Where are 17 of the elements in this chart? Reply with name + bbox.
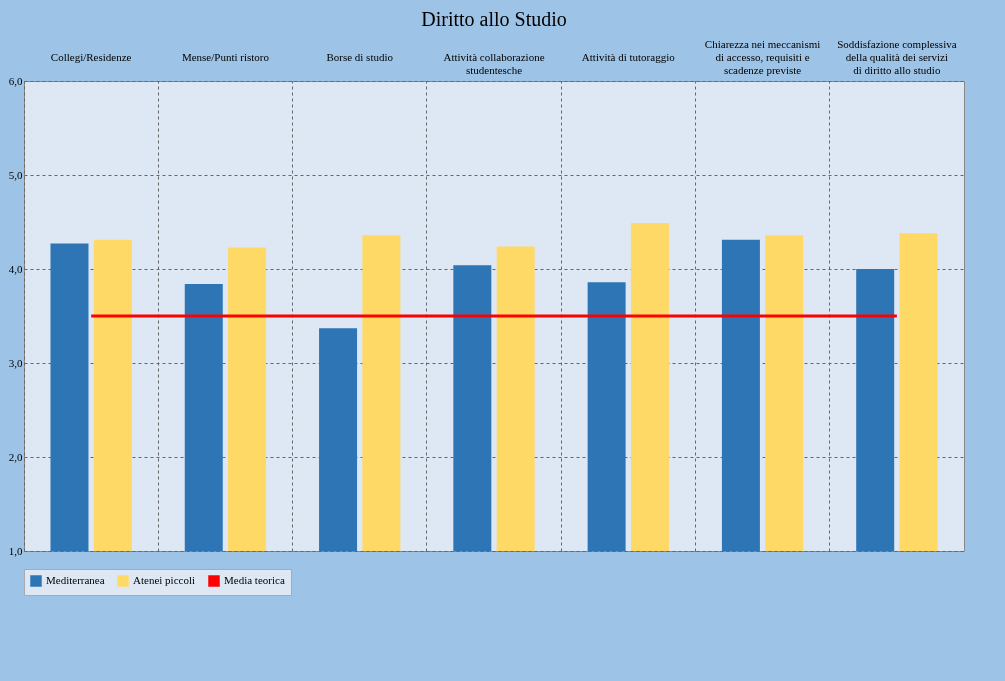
x-tick-label: Borse di studio [326,50,394,63]
x-tick-label: Attività collaborazione studentesche [443,50,545,76]
chart-title: Diritto allo Studio [421,8,567,30]
x-tick-label: Collegi/Residenze [50,50,132,63]
y-tick-label: 3,0 [8,356,23,369]
x-tick-label: Soddisfazione complessiva della qualità dei servizi di diritto allo studio [837,37,957,76]
y-tick-label: 4,0 [8,262,23,275]
y-tick-label: 2,0 [8,450,23,463]
legend-label: Atenei piccoli [133,574,196,586]
x-tick-label: Mense/Punti ristoro [181,50,270,63]
x-tick-label: Chiarezza nei meccanismi di accesso, requisiti e scadenze previste [704,37,821,76]
y-tick-label: 1,0 [8,544,23,557]
legend-label: Media teorica [224,574,285,586]
y-tick-label: 6,0 [8,74,23,87]
legend-label: Mediterranea [46,574,105,586]
y-tick-label: 5,0 [8,168,23,181]
x-tick-label: Attività di tutoraggio [581,50,676,63]
